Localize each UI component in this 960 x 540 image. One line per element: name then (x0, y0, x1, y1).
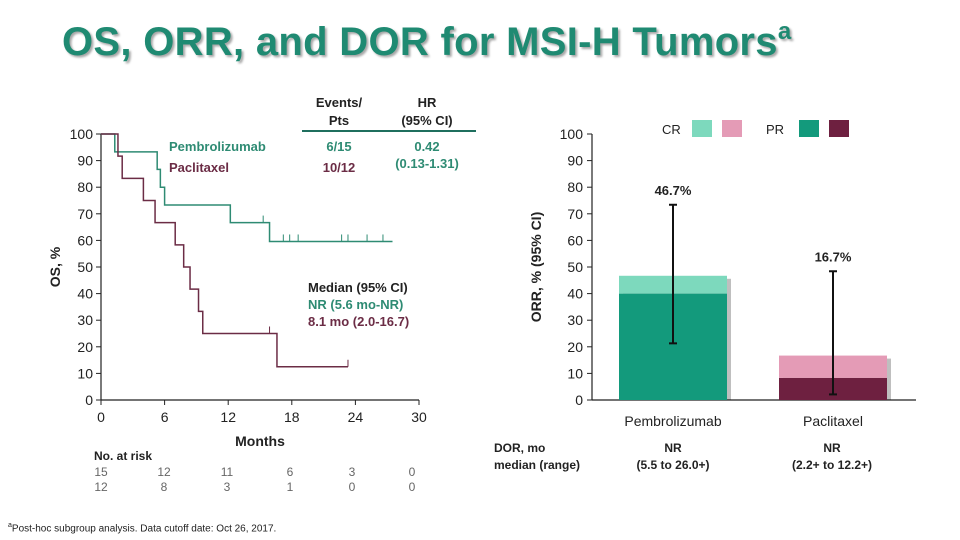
paclitaxel-km-curve (101, 133, 348, 368)
os-x-tick-label: 24 (348, 409, 364, 425)
hr-value: 0.42 (414, 139, 439, 154)
os-y-tick-label: 40 (77, 286, 93, 302)
at-risk-pembrolizumab: 12 (157, 465, 171, 479)
events-paclitaxel: 10/12 (323, 160, 356, 175)
at-risk-pembrolizumab: 6 (287, 465, 294, 479)
orr-y-tick-label: 40 (567, 286, 583, 302)
slide-title: OS, ORR, and DOR for MSI-H Tumorsa (62, 18, 792, 65)
pembrolizumab-orr-label: 46.7% (655, 183, 692, 198)
os-y-tick-label: 60 (77, 232, 93, 248)
os-y-tick-label: 20 (77, 339, 93, 355)
os-x-tick-label: 6 (161, 409, 169, 425)
orr-axes: 0 10 20 30 40 50 60 70 80 90 100 ORR, % (95% CI) (528, 126, 916, 408)
km-summary-table: Events/ Pts HR (95% CI) Pembrolizumab Pa… (169, 95, 476, 175)
os-y-tick-label: 100 (70, 126, 94, 142)
dor-table: DOR, mo median (range) NR (5.5 to 26.0+)… (494, 441, 872, 472)
orr-y-tick-label: 50 (567, 259, 583, 275)
hr-header-line1: HR (418, 95, 437, 110)
os-y-tick-label: 90 (77, 153, 93, 169)
at-risk-paclitaxel: 0 (349, 480, 356, 494)
os-y-tick-label: 50 (77, 259, 93, 275)
orr-y-tick-label: 30 (567, 312, 583, 328)
at-risk-paclitaxel: 12 (94, 480, 108, 494)
median-paclitaxel: 8.1 mo (2.0-16.7) (308, 314, 409, 329)
legend-pr-pacli-swatch (829, 120, 849, 137)
median-os-block: Median (95% CI) NR (5.6 mo-NR) 8.1 mo (2… (308, 280, 409, 329)
at-risk-paclitaxel: 8 (161, 480, 168, 494)
orr-y-tick-label: 70 (567, 206, 583, 222)
os-y-tick-label: 10 (77, 365, 93, 381)
footnote-text: Post-hoc subgroup analysis. Data cutoff … (11, 523, 277, 535)
legend-pembrolizumab: Pembrolizumab (169, 139, 266, 154)
title-superscript: a (777, 18, 792, 45)
at-risk-paclitaxel: 0 (409, 480, 416, 494)
orr-y-tick-label: 10 (567, 365, 583, 381)
orr-y-tick-label: 80 (567, 179, 583, 195)
median-header: Median (95% CI) (308, 280, 408, 295)
os-y-tick-label: 0 (85, 392, 93, 408)
orr-bar-chart: 0 10 20 30 40 50 60 70 80 90 100 ORR, % (95% CI) 46… (528, 126, 916, 429)
legend-pr-label: PR (766, 122, 784, 137)
legend-cr-label: CR (662, 122, 681, 137)
orr-y-tick-label: 100 (560, 126, 584, 142)
os-x-tick-label: 12 (220, 409, 236, 425)
title-text: OS, ORR, and DOR for MSI-H Tumors (62, 20, 778, 64)
os-km-plot: 0 10 20 30 40 50 60 70 80 90 100 0 6 12 18 24 30 Months OS… (47, 126, 427, 449)
footnote: aPost-hoc subgroup analysis. Data cutoff… (8, 522, 276, 534)
dor-pembro-median: NR (664, 441, 682, 455)
orr-y-axis-label: ORR, % (95% CI) (528, 212, 544, 322)
dor-pembro-range: (5.5 to 26.0+) (636, 458, 709, 472)
legend-paclitaxel: Paclitaxel (169, 160, 229, 175)
dor-pacli-median: NR (823, 441, 841, 455)
legend-pr-pembro-swatch (799, 120, 819, 137)
at-risk-pembrolizumab: 11 (221, 465, 234, 479)
events-header-line2: Pts (329, 113, 349, 128)
at-risk-pembrolizumab: 15 (94, 465, 108, 479)
orr-y-tick-label: 20 (567, 339, 583, 355)
at-risk-paclitaxel: 1 (287, 480, 294, 494)
os-x-tick-label: 18 (284, 409, 300, 425)
os-y-axis-label: OS, % (47, 246, 63, 287)
hr-ci: (0.13-1.31) (395, 156, 459, 171)
orr-y-tick-label: 90 (567, 153, 583, 169)
at-risk-header: No. at risk (94, 449, 152, 463)
os-x-axis-label: Months (235, 433, 285, 449)
orr-y-tick-label: 0 (575, 392, 583, 408)
paclitaxel-orr-label: 16.7% (815, 249, 852, 264)
legend-cr-pembro-swatch (692, 120, 712, 137)
os-x-tick-label: 0 (97, 409, 105, 425)
paclitaxel-category-label: Paclitaxel (803, 413, 863, 429)
os-curves (101, 133, 393, 368)
median-pembrolizumab: NR (5.6 mo-NR) (308, 297, 403, 312)
pembrolizumab-category-label: Pembrolizumab (624, 413, 721, 429)
dor-label-line2: median (range) (494, 458, 580, 472)
events-pembrolizumab: 6/15 (326, 139, 351, 154)
os-y-tick-label: 80 (77, 179, 93, 195)
orr-y-tick-label: 60 (567, 232, 583, 248)
at-risk-paclitaxel: 3 (224, 480, 231, 494)
os-x-tick-label: 30 (411, 409, 427, 425)
at-risk-pembrolizumab: 3 (349, 465, 356, 479)
number-at-risk-table: No. at risk 15 12 11 6 3 012 8 3 1 0 0 (94, 449, 416, 494)
orr-legend: CR PR (662, 120, 849, 137)
os-y-tick-label: 70 (77, 206, 93, 222)
dor-pacli-range: (2.2+ to 12.2+) (792, 458, 872, 472)
footnote-mark: a (8, 522, 12, 529)
events-header-line1: Events/ (316, 95, 363, 110)
at-risk-pembrolizumab: 0 (409, 465, 416, 479)
orr-bars: 46.7% Pembrolizumab 16.7% Paclitaxel (619, 183, 891, 429)
legend-cr-pacli-swatch (722, 120, 742, 137)
os-axes: 0 10 20 30 40 50 60 70 80 90 100 0 6 12 18 24 30 Months OS… (47, 126, 427, 449)
os-y-tick-label: 30 (77, 312, 93, 328)
dor-label-line1: DOR, mo (494, 441, 545, 455)
hr-header-line2: (95% CI) (401, 113, 452, 128)
